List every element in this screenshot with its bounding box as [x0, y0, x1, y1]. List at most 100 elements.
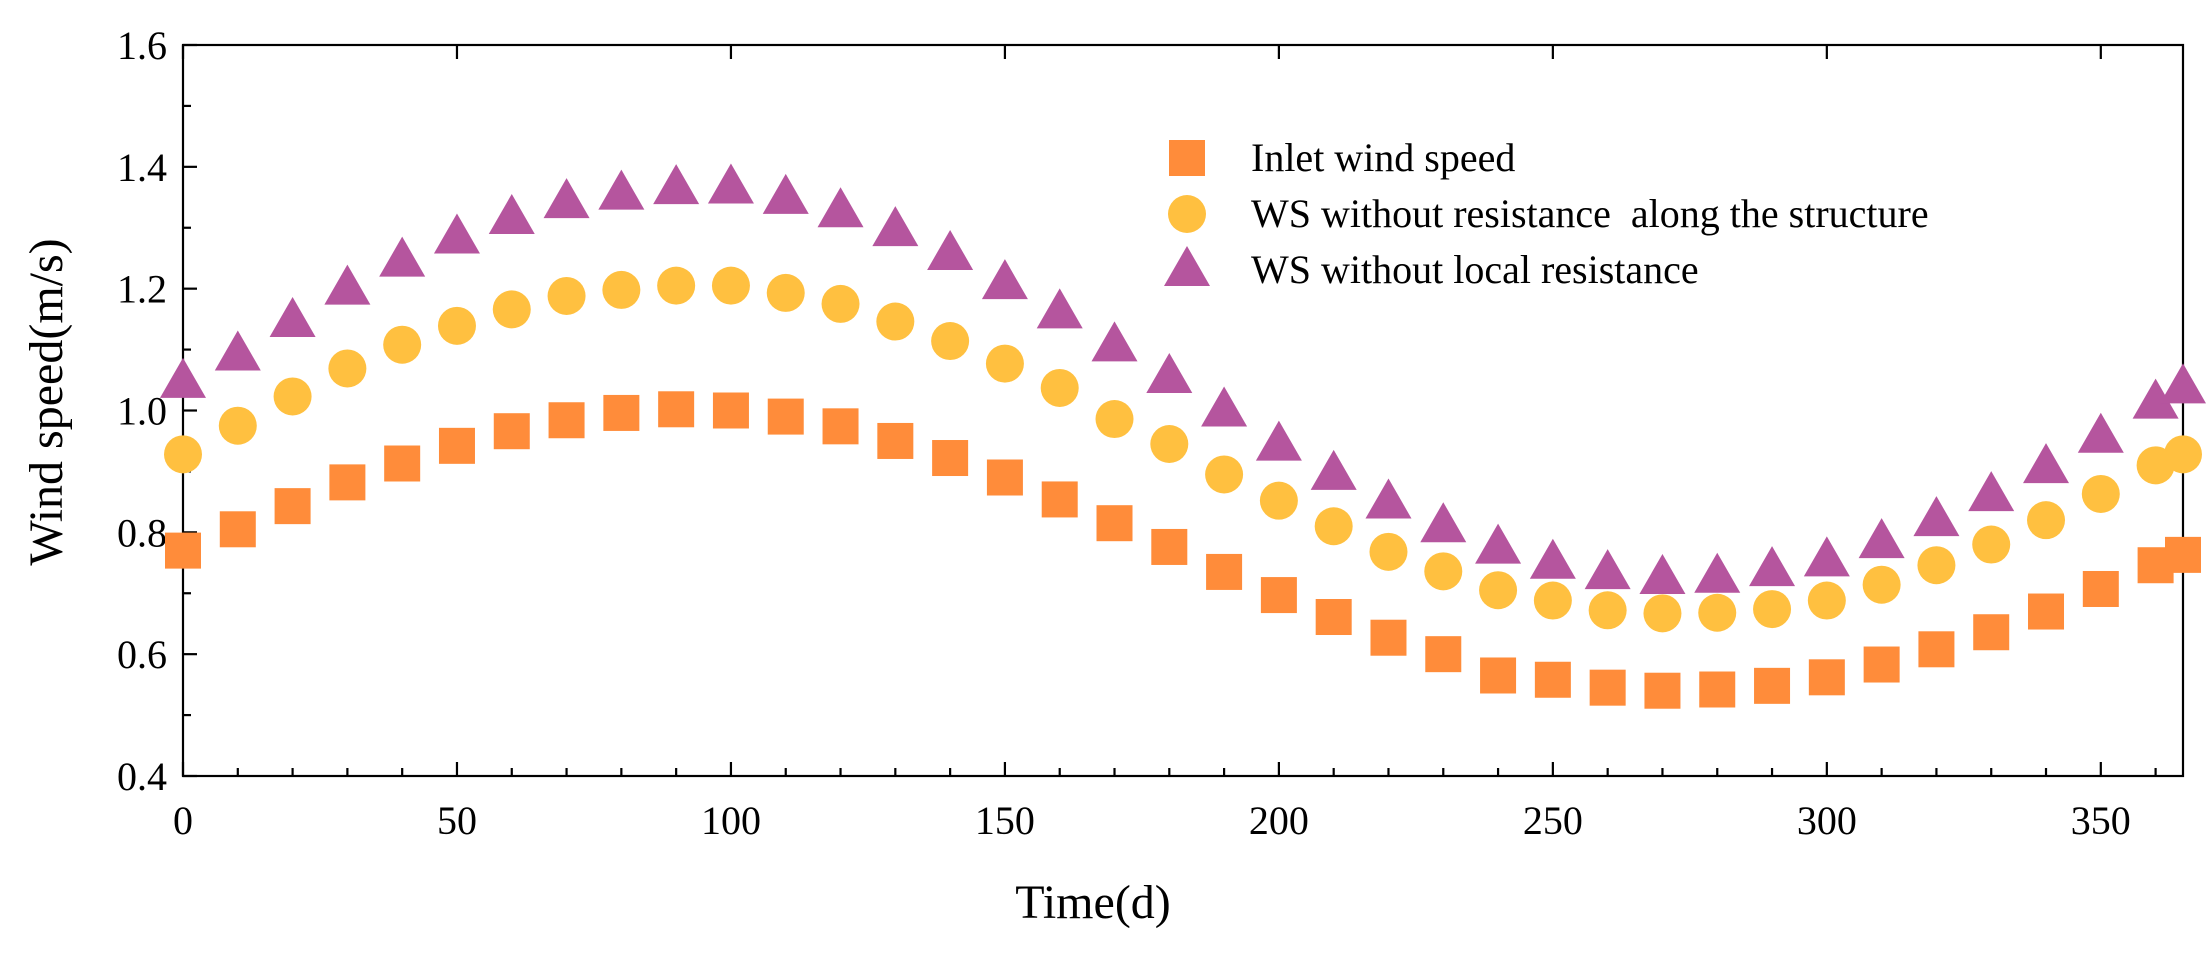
data-point-triangle: [598, 169, 645, 210]
data-point-triangle: [214, 330, 261, 371]
data-point-square: [493, 413, 530, 450]
x-tick-label: 50: [437, 798, 477, 843]
data-point-square: [1041, 481, 1078, 518]
data-point-triangle: [1529, 538, 1576, 579]
data-point-triangle: [1694, 552, 1741, 593]
legend-label: Inlet wind speed: [1251, 135, 1515, 180]
data-point-circle: [1150, 425, 1189, 464]
data-point-circle: [1205, 455, 1244, 494]
data-point-circle: [1479, 571, 1518, 610]
x-tick-label: 250: [1523, 798, 1583, 843]
data-point-square: [1151, 528, 1188, 565]
legend: Inlet wind speed WS without resistance al…: [1164, 135, 1929, 292]
data-point-circle: [164, 435, 202, 474]
legend-marker-circle: [1168, 195, 1206, 233]
y-tick-label: 1.0: [117, 389, 167, 434]
data-point-circle: [547, 276, 586, 315]
x-tick-label: 0: [173, 798, 193, 843]
data-point-triangle: [379, 236, 426, 277]
data-point-triangle: [1803, 536, 1850, 577]
data-point-square: [1699, 671, 1736, 708]
data-point-circle: [985, 344, 1024, 383]
data-point-square: [767, 398, 804, 435]
data-point-square: [2082, 570, 2119, 607]
legend-marker-triangle: [1164, 246, 1210, 286]
data-point-triangle: [269, 296, 316, 337]
y-tick-label: 1.2: [117, 267, 167, 312]
data-point-circle: [328, 349, 367, 388]
y-tick-label: 1.4: [117, 145, 167, 190]
data-point-circle: [766, 273, 805, 312]
x-tick-label: 350: [2071, 798, 2131, 843]
series-square-0: [165, 391, 2201, 709]
data-point-square: [2165, 536, 2201, 573]
data-point-square: [1370, 619, 1407, 656]
data-point-triangle: [488, 194, 535, 235]
data-point-triangle: [1858, 518, 1905, 559]
data-point-square: [329, 464, 366, 501]
data-point-square: [1096, 505, 1133, 542]
data-point-circle: [876, 302, 915, 341]
y-tick-label: 0.6: [117, 632, 167, 677]
data-point-square: [1918, 631, 1955, 668]
data-point-square: [712, 392, 749, 429]
data-point-square: [1644, 672, 1681, 709]
data-point-circle: [821, 284, 860, 323]
x-tick-label: 300: [1797, 798, 1857, 843]
data-point-circle: [1972, 525, 2011, 564]
data-point-triangle: [2160, 363, 2206, 404]
data-point-circle: [1314, 507, 1353, 546]
data-point-triangle: [1201, 386, 1248, 427]
data-point-triangle: [543, 178, 590, 219]
legend-label: WS without local resistance: [1251, 247, 1699, 292]
data-point-circle: [218, 406, 257, 445]
data-point-triangle: [2132, 378, 2179, 419]
data-point-square: [877, 422, 914, 459]
data-point-triangle: [2023, 443, 2070, 484]
x-tick-label: 200: [1249, 798, 1309, 843]
data-point-circle: [602, 270, 641, 309]
data-point-circle: [1588, 591, 1627, 630]
data-point-triangle: [1146, 352, 1193, 393]
data-point-square: [822, 408, 859, 445]
data-point-triangle: [1255, 420, 1302, 461]
data-point-circle: [1862, 565, 1901, 604]
data-point-triangle: [433, 213, 480, 254]
y-tick-label: 0.8: [117, 510, 167, 555]
data-point-square: [219, 511, 256, 548]
data-point-square: [1315, 599, 1352, 636]
data-point-square: [2028, 593, 2065, 630]
data-point-square: [932, 440, 969, 477]
data-point-circle: [657, 266, 696, 305]
data-point-triangle: [927, 229, 974, 270]
data-point-square: [658, 391, 695, 428]
data-point-circle: [1753, 590, 1792, 629]
y-axis-title: Wind speed(m/s): [20, 238, 73, 565]
data-point-triangle: [1420, 502, 1467, 543]
data-point-triangle: [2077, 412, 2124, 453]
data-point-square: [1480, 657, 1517, 694]
data-point-square: [1260, 577, 1297, 614]
series-triangle-2: [160, 163, 2206, 595]
data-point-triangle: [1749, 546, 1796, 587]
data-point-circle: [492, 290, 531, 329]
data-point-circle: [2164, 435, 2202, 474]
series-circle-1: [164, 266, 2202, 633]
data-point-circle: [1040, 368, 1079, 407]
data-point-triangle: [872, 206, 919, 247]
data-point-square: [1589, 669, 1626, 706]
data-point-triangle: [160, 357, 206, 398]
data-point-triangle: [1639, 554, 1686, 595]
data-point-triangle: [653, 164, 700, 205]
data-point-triangle: [1036, 288, 1083, 329]
x-axis-title: Time(d): [1015, 876, 1171, 929]
data-point-circle: [1917, 546, 1956, 585]
data-point-square: [1534, 661, 1571, 698]
data-point-circle: [1095, 400, 1134, 439]
data-point-triangle: [1475, 523, 1522, 564]
data-point-triangle: [1365, 478, 1412, 519]
data-point-circle: [931, 322, 970, 361]
data-point-circle: [2027, 501, 2066, 540]
y-tick-label: 1.6: [117, 23, 167, 68]
